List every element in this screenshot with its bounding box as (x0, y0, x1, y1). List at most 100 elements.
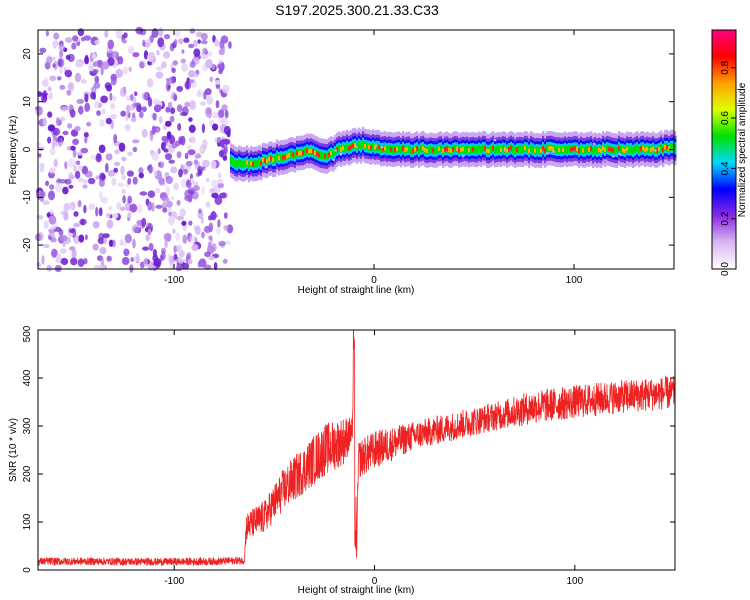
noise-blob (73, 165, 77, 172)
ridge-cell (480, 145, 483, 154)
ridge-cell (232, 157, 235, 166)
noise-blob (92, 61, 99, 67)
ridge-peak-cell (666, 144, 669, 150)
noise-blob (36, 262, 41, 268)
ridge-cell (532, 145, 535, 154)
ridge-cell (428, 146, 431, 154)
noise-blob (105, 117, 112, 125)
noise-blob (37, 146, 45, 151)
ridge-peak-cell (300, 150, 303, 155)
noise-blob (59, 234, 68, 242)
noise-blob (98, 207, 103, 217)
noise-blob (120, 241, 128, 246)
noise-blob (209, 187, 216, 194)
ridge-peak-cell (550, 146, 553, 151)
noise-blob (86, 121, 92, 127)
noise-blob (188, 43, 195, 49)
scatter-dot (383, 162, 387, 165)
noise-blob (165, 185, 170, 196)
ridge-peak-cell (396, 146, 399, 152)
noise-blob (107, 170, 116, 177)
ridge-cell (502, 144, 505, 153)
noise-blob (212, 123, 219, 131)
noise-blob (122, 39, 127, 44)
ridge-cell (372, 142, 375, 151)
noise-blob (132, 176, 138, 185)
noise-blob (100, 257, 104, 267)
noise-blob (144, 39, 151, 49)
scatter-dot (657, 134, 661, 138)
noise-blob (80, 218, 85, 226)
noise-blob (222, 155, 228, 161)
ridge-cell (546, 144, 549, 153)
noise-blob (67, 123, 73, 129)
ridge-cell (560, 146, 563, 154)
noise-blob (83, 258, 88, 265)
scatter-dot (283, 139, 286, 142)
ridge-cell (538, 146, 541, 155)
noise-blob (130, 117, 137, 123)
ridge-peak-cell (548, 146, 551, 151)
snr-frame (37, 329, 676, 571)
colorbar-tick-label: 0.6 (720, 111, 731, 125)
ridge-cell (240, 160, 243, 168)
ridge-peak-cell (662, 147, 665, 153)
ridge-cell (556, 146, 559, 154)
noise-blob (172, 182, 179, 191)
noise-blob (188, 79, 195, 84)
scatter-dot (493, 138, 497, 142)
ridge-peak-cell (452, 147, 455, 152)
noise-blob (156, 127, 160, 133)
scatter-dot (603, 159, 607, 162)
noise-blob (209, 76, 214, 83)
noise-blob (163, 200, 168, 206)
ridge-cell (530, 144, 533, 153)
noise-blob (141, 106, 147, 112)
noise-blob (228, 41, 232, 49)
noise-blob (75, 61, 83, 68)
noise-blob (182, 234, 188, 244)
ridge-peak-cell (262, 157, 265, 163)
noise-blob (202, 139, 208, 150)
noise-blob (164, 153, 173, 161)
noise-blob (98, 144, 106, 154)
noise-blob (172, 228, 176, 234)
noise-blob (74, 72, 82, 83)
noise-blob (49, 184, 55, 190)
noise-blob (219, 39, 225, 50)
noise-blob (102, 233, 110, 239)
noise-blob (84, 93, 89, 103)
noise-blob (204, 88, 212, 96)
colorbar-gradient (712, 30, 736, 269)
noise-blob (83, 132, 89, 138)
noise-blob (149, 131, 154, 142)
noise-blob (115, 68, 123, 78)
ridge-cell (526, 144, 529, 153)
ridge-cell (338, 144, 341, 153)
noise-blob (84, 234, 88, 241)
noise-blob (126, 95, 131, 101)
ridge-peak-cell (416, 146, 419, 151)
noise-blob (47, 111, 53, 118)
noise-blob (77, 28, 85, 37)
noise-blob (224, 240, 232, 246)
noise-blob (141, 217, 147, 228)
noise-blob (173, 93, 178, 102)
noise-blob (171, 143, 178, 149)
ridge-cell (584, 146, 587, 155)
snr-xlabel: Height of straight line (km) (298, 585, 415, 596)
ridge-cell (242, 160, 245, 169)
ridge-peak-cell (336, 147, 339, 153)
ridge-peak-cell (352, 143, 355, 148)
noise-blob (90, 92, 96, 100)
ridge-peak-cell (506, 148, 509, 153)
noise-blob (88, 65, 95, 72)
scatter-dot (653, 149, 657, 152)
scatter-dot (611, 155, 615, 158)
noise-blob (165, 120, 172, 127)
ridge-cell (290, 150, 293, 159)
noise-blob (121, 156, 127, 162)
ridge-peak-cell (652, 146, 655, 151)
noise-blob (84, 56, 90, 65)
noise-blob (105, 153, 113, 161)
